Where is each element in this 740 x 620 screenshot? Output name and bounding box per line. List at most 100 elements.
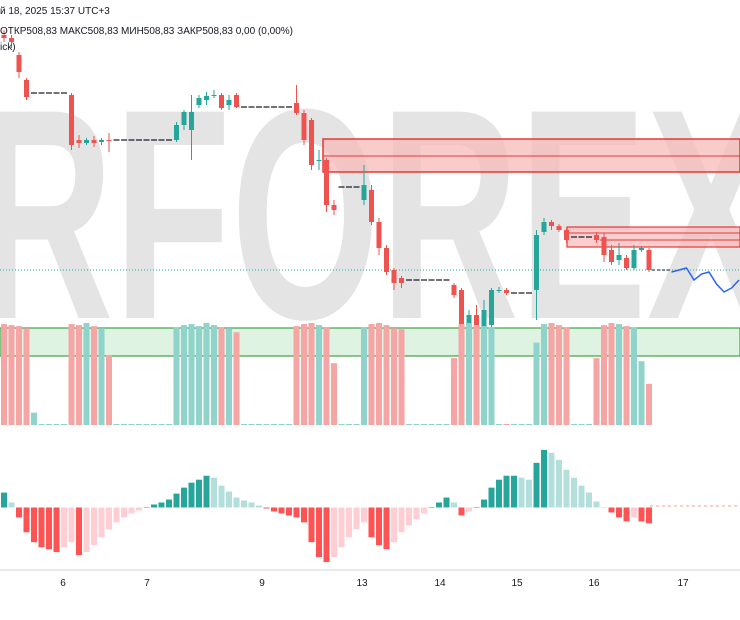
oscillator-bar <box>23 507 30 533</box>
oscillator-bar <box>466 507 472 512</box>
oscillator-bar <box>83 507 90 553</box>
volume-bar <box>541 324 547 425</box>
candle-body <box>609 250 614 262</box>
oscillator-bar <box>16 507 22 518</box>
oscillator-bar <box>338 507 345 548</box>
candle-body <box>594 235 599 240</box>
candle-body <box>181 112 187 125</box>
volume-bar <box>361 327 367 425</box>
volume-bar <box>106 354 112 425</box>
candle-body <box>459 290 464 340</box>
oscillator-bar <box>436 502 442 508</box>
volume-bar <box>316 325 322 425</box>
candle-body <box>196 98 202 105</box>
volume-bar <box>16 326 22 425</box>
volume-bar <box>323 327 330 425</box>
x-tick-label: 17 <box>677 578 689 589</box>
x-tick-label: 15 <box>511 578 523 589</box>
volume-bar <box>211 325 217 425</box>
volume-bar <box>53 423 60 425</box>
candle-body <box>106 140 112 141</box>
volume-bar <box>436 423 442 425</box>
volume-bar <box>68 324 75 425</box>
oscillator-bar <box>616 507 622 518</box>
volume-bar <box>638 361 645 425</box>
forecast-line <box>671 267 740 293</box>
volume-bar <box>278 423 285 425</box>
oscillator-bar <box>481 499 487 508</box>
oscillator-bar <box>353 507 360 530</box>
candle-body <box>16 55 22 72</box>
volume-bar <box>301 324 307 425</box>
volume-bar <box>271 423 277 425</box>
oscillator-bar <box>586 492 592 508</box>
oscillator-bar <box>601 507 607 508</box>
candle-body <box>189 112 194 130</box>
oscillator-bar <box>503 475 510 508</box>
candle-body <box>204 96 209 100</box>
oscillator-bar <box>361 507 367 523</box>
oscillator-bar <box>391 507 397 543</box>
oscillator-bar <box>241 500 247 508</box>
volume-bar <box>571 423 577 425</box>
oscillator-bar <box>293 507 300 518</box>
volume-bar <box>443 423 450 425</box>
header-ohlc: ОТКР508,83 МАКС508,83 МИН508,83 ЗАКР508,… <box>0 26 293 37</box>
candle-body <box>369 190 374 222</box>
volume-bar <box>488 327 495 425</box>
candle-body <box>541 222 547 232</box>
volume-bar <box>646 383 652 425</box>
volume-bar <box>173 327 180 425</box>
oscillator-bar <box>128 507 135 514</box>
oscillator-bar <box>473 507 480 508</box>
oscillator-bar <box>346 507 352 538</box>
volume-bar <box>256 423 262 425</box>
volume-bar <box>518 423 525 425</box>
oscillator-bar <box>428 507 435 508</box>
oscillator-bar <box>91 507 97 546</box>
oscillator-bar <box>278 507 285 514</box>
x-tick-label: 14 <box>434 578 446 589</box>
x-tick-label: 13 <box>356 578 368 589</box>
oscillator-bar <box>46 507 52 550</box>
volume-bar <box>503 423 510 425</box>
oscillator-bar <box>143 507 150 508</box>
candle-body <box>91 140 97 143</box>
oscillator-bar <box>488 487 495 508</box>
oscillator-bar <box>556 459 562 508</box>
volume-bar <box>601 325 607 425</box>
oscillator-bar <box>113 507 120 523</box>
header-date: й 18, 2025 15:37 UTC+3 <box>0 6 110 17</box>
oscillator-bar <box>31 507 37 543</box>
oscillator-bar <box>248 502 255 508</box>
volume-bar <box>23 328 30 425</box>
volume-bar <box>406 423 412 425</box>
oscillator-bar <box>188 482 195 508</box>
oscillator-bar <box>301 507 307 523</box>
volume-bar <box>38 423 45 425</box>
oscillator-bar <box>173 493 180 508</box>
candle-body <box>219 95 224 108</box>
oscillator-bar <box>563 469 570 508</box>
oscillator-bar <box>511 475 517 508</box>
volume-bar <box>91 326 97 425</box>
volume-bar <box>391 328 397 425</box>
oscillator-bar <box>398 507 405 533</box>
volume-bar <box>451 358 457 425</box>
volume-bar <box>563 327 570 425</box>
volume-bar <box>143 423 150 425</box>
volume-bar <box>248 423 255 425</box>
candle-body <box>474 315 479 325</box>
oscillator-bar <box>38 507 45 548</box>
volume-bar <box>338 423 345 425</box>
candle-body <box>631 250 637 268</box>
volume-bar <box>623 326 630 425</box>
candle-body <box>76 140 82 143</box>
volume-bar <box>181 325 187 425</box>
volume-bar <box>61 423 67 425</box>
volume-bar <box>413 423 420 425</box>
volume-bar <box>533 342 540 425</box>
oscillator-bar <box>98 507 105 538</box>
candle-body <box>24 80 29 97</box>
